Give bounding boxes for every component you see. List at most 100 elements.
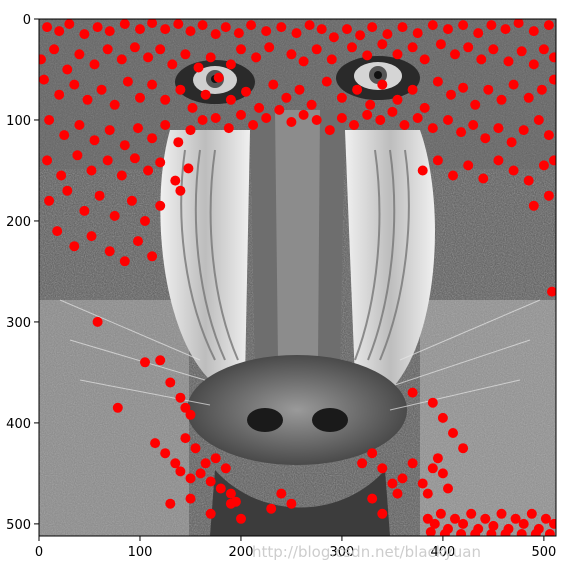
scatter-point (276, 22, 287, 33)
scatter-point (412, 113, 423, 123)
scatter-point (508, 79, 519, 90)
scatter-point (377, 508, 388, 519)
scatter-point (185, 473, 196, 484)
scatter-point (193, 62, 204, 73)
scatter-point (133, 236, 143, 247)
scatter-point (362, 50, 373, 61)
scatter-point (549, 155, 556, 166)
scatter-point (268, 79, 279, 90)
scatter-point (94, 190, 105, 201)
scatter-point (185, 125, 196, 136)
scatter-point (185, 26, 196, 37)
scatter-point (443, 24, 453, 35)
scatter-point (291, 28, 302, 39)
scatter-point (427, 397, 438, 408)
scatter-point (387, 478, 398, 489)
scatter-point (506, 137, 517, 148)
scatter-point (377, 79, 388, 90)
scatter-point (435, 508, 446, 519)
scatter-point (173, 137, 184, 148)
scatter-point (69, 79, 80, 90)
scatter-point (476, 54, 487, 65)
scatter-point (357, 458, 368, 469)
scatter-point (200, 89, 211, 100)
scatter-point (342, 24, 352, 35)
scatter-point (377, 463, 388, 474)
scatter-point (44, 195, 55, 206)
scatter-point (205, 508, 216, 519)
scatter-point (528, 59, 539, 70)
scatter-point (266, 503, 277, 514)
x-tick-label: 200 (229, 545, 254, 560)
scatter-point (170, 175, 181, 186)
y-tick-label: 0 (23, 13, 31, 28)
scatter-point (205, 476, 216, 487)
scatter-point (241, 86, 251, 97)
scatter-point (543, 190, 554, 201)
scatter-point (119, 140, 130, 151)
scatter-point (160, 120, 171, 130)
scatter-point (274, 104, 285, 115)
scatter-point (397, 22, 408, 33)
scatter-point (298, 109, 309, 120)
scatter-point (197, 20, 208, 31)
scatter-point (173, 19, 184, 29)
scatter-point (104, 246, 115, 257)
scatter-point (439, 529, 450, 536)
y-axis-ticks: 0 100 200 300 400 500 (6, 13, 39, 533)
scatter-point (480, 133, 491, 144)
scatter-point (543, 130, 554, 141)
scatter-point (407, 387, 418, 398)
scatter-point (160, 448, 171, 459)
scatter-point (236, 44, 246, 55)
scatter-point (349, 120, 359, 130)
scatter-point (116, 54, 127, 65)
scatter-point (536, 84, 547, 95)
scatter-point (286, 498, 297, 509)
x-tick-label: 300 (330, 545, 355, 560)
scatter-point (510, 513, 521, 524)
scatter-point (437, 412, 448, 423)
scatter-point (526, 508, 537, 519)
x-axis-ticks: 0 100 200 300 400 500 (35, 536, 556, 560)
scatter-point (432, 155, 443, 166)
scatter-point (399, 120, 410, 130)
scatter-point (483, 84, 494, 95)
scatter-point (119, 19, 130, 29)
scatter-point (316, 24, 327, 35)
scatter-point (523, 175, 534, 186)
scatter-point (112, 402, 123, 413)
scatter-point (417, 165, 428, 176)
scatter-point (375, 115, 386, 125)
scatter-point (62, 185, 73, 196)
scatter-point (276, 488, 287, 499)
scatter-point (264, 42, 275, 53)
scatter-point (392, 94, 403, 105)
scatter-point (210, 113, 221, 123)
scatter-point (311, 115, 322, 125)
scatter-point (367, 493, 378, 504)
scatter-point (102, 44, 113, 55)
scatter-point (435, 39, 446, 50)
scatter-point (516, 529, 527, 536)
scatter-point (89, 135, 100, 146)
scatter-point (304, 20, 315, 31)
scatter-point (448, 170, 458, 181)
scatter-point (109, 210, 120, 221)
x-tick-label: 500 (531, 545, 556, 560)
scatter-point (513, 19, 524, 28)
scatter-point (407, 458, 418, 469)
scatter-point (133, 123, 143, 134)
scatter-point (147, 79, 158, 90)
scatter-point (450, 49, 460, 60)
scatter-point (135, 24, 145, 35)
scatter-point (458, 82, 469, 93)
scatter-point (160, 24, 171, 35)
scatter-point (458, 443, 469, 454)
scatter-point (86, 231, 97, 242)
scatter-point (187, 102, 198, 113)
scatter-point (503, 56, 514, 67)
scatter-point (367, 22, 378, 33)
scatter-point (79, 29, 90, 40)
